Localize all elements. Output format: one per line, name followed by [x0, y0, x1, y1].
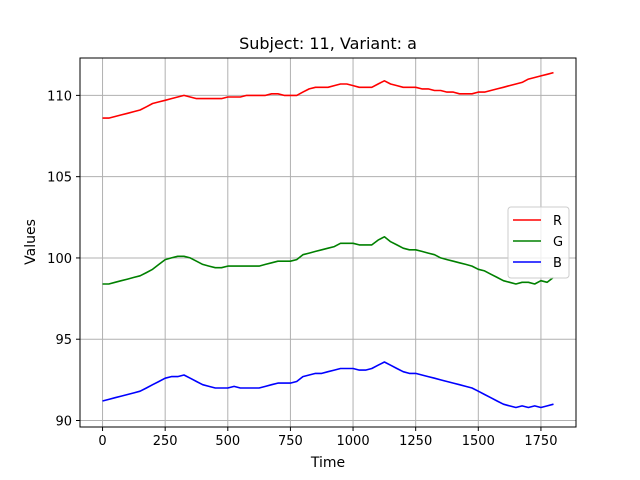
- x-axis-title: Time: [310, 455, 345, 471]
- x-tick-label: 1250: [399, 434, 432, 449]
- y-tick-label: 90: [55, 414, 72, 429]
- x-axis: 0 250 500 750 1000 1250 1500 1750: [98, 427, 557, 449]
- y-axis: 90 95 100 105 110: [47, 89, 80, 429]
- y-axis-title: Values: [23, 219, 39, 265]
- plot-frame: [79, 57, 577, 428]
- x-tick-label: 0: [98, 434, 106, 449]
- series-line-R: [102, 71, 554, 119]
- legend-label-R: R: [553, 214, 562, 229]
- y-tick-label: 110: [47, 89, 72, 104]
- series-line-G: [102, 236, 554, 285]
- legend-label-G: G: [553, 235, 563, 250]
- y-tick-label: 100: [47, 252, 72, 267]
- legend-label-B: B: [553, 256, 562, 271]
- chart-title: Subject: 11, Variant: a: [239, 34, 417, 53]
- legend: RGB: [507, 206, 570, 279]
- x-tick-label: 750: [278, 434, 303, 449]
- series-line-B: [102, 361, 554, 409]
- y-tick-label: 105: [47, 171, 72, 186]
- x-tick-label: 250: [153, 434, 178, 449]
- legend-box: [507, 206, 570, 279]
- y-tick-label: 95: [55, 333, 72, 348]
- x-tick-label: 1500: [462, 434, 495, 449]
- plot-lines: [102, 71, 554, 409]
- x-tick-label: 500: [215, 434, 240, 449]
- x-tick-label: 1000: [337, 434, 370, 449]
- x-tick-label: 1750: [524, 434, 557, 449]
